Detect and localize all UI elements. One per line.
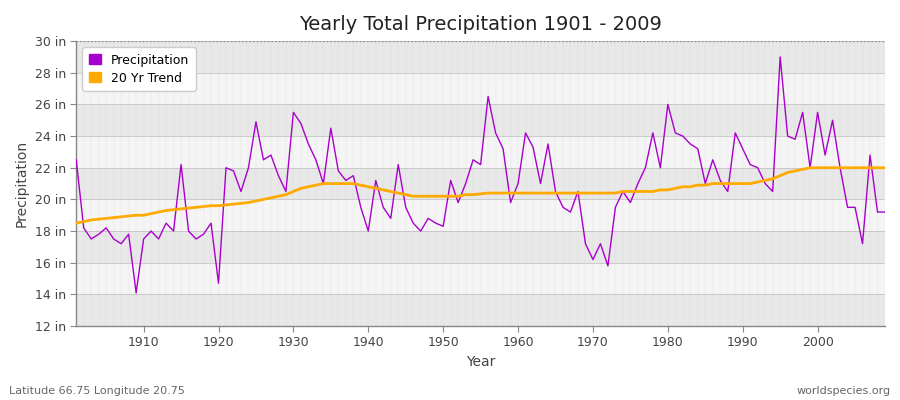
Bar bbox=[76, 199, 885, 231]
Bar bbox=[76, 73, 885, 104]
Bar bbox=[76, 41, 885, 73]
Bar bbox=[76, 136, 885, 168]
Text: worldspecies.org: worldspecies.org bbox=[796, 386, 891, 396]
Bar bbox=[76, 231, 885, 263]
Bar bbox=[76, 104, 885, 136]
Title: Yearly Total Precipitation 1901 - 2009: Yearly Total Precipitation 1901 - 2009 bbox=[299, 15, 662, 34]
X-axis label: Year: Year bbox=[466, 355, 495, 369]
Bar bbox=[76, 168, 885, 199]
Y-axis label: Precipitation: Precipitation bbox=[15, 140, 29, 227]
Bar bbox=[76, 263, 885, 294]
Bar bbox=[76, 294, 885, 326]
Legend: Precipitation, 20 Yr Trend: Precipitation, 20 Yr Trend bbox=[83, 47, 195, 91]
Text: Latitude 66.75 Longitude 20.75: Latitude 66.75 Longitude 20.75 bbox=[9, 386, 184, 396]
